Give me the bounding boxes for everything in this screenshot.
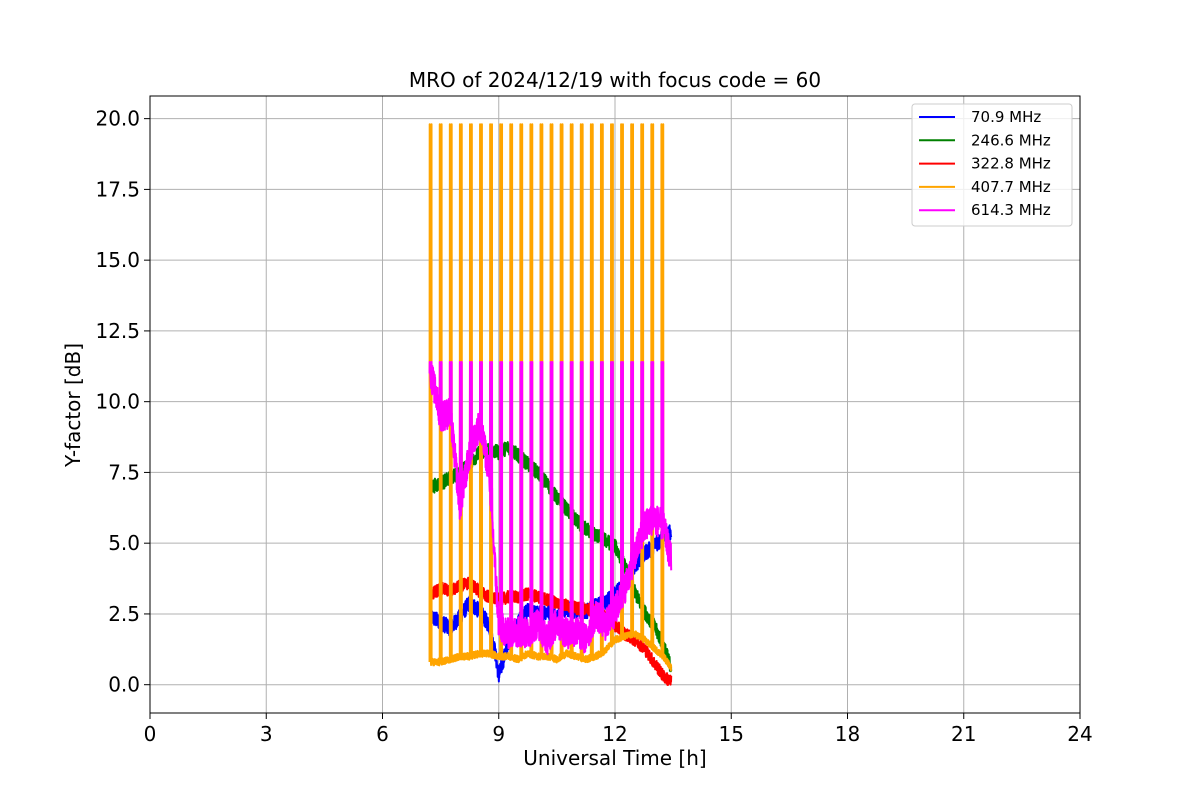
x-axis-ticks: 0 3 6 9 12 15 18 21 24 [144,713,1093,746]
x-tick-label: 3 [260,722,273,746]
x-tick-label: 21 [951,722,976,746]
series-line-3 [428,123,673,672]
legend-label: 322.8 MHz [971,155,1051,173]
legend-label: 407.7 MHz [971,178,1051,196]
y-tick-label: 20.0 [95,107,140,131]
y-tick-label: 7.5 [108,460,140,484]
x-tick-label: 15 [719,722,744,746]
x-tick-label: 9 [492,722,505,746]
y-axis-label: Y-factor [dB] [61,343,85,468]
legend-label: 614.3 MHz [971,201,1051,219]
x-tick-label: 6 [376,722,389,746]
legend: 70.9 MHz 246.6 MHz 322.8 MHz 407.7 MHz 614.3… [911,103,1073,227]
x-tick-label: 12 [602,722,627,746]
x-tick-label: 0 [144,722,157,746]
x-tick-label: 18 [835,722,860,746]
chart-title: MRO of 2024/12/19 with focus code = 60 [409,68,821,92]
y-axis-ticks: 0.0 2.5 5.0 7.5 10.0 12.5 15.0 17.5 20.0 [95,107,150,697]
y-tick-label: 5.0 [108,531,140,555]
x-tick-label: 24 [1067,722,1092,746]
y-tick-label: 12.5 [95,319,140,343]
y-tick-label: 0.0 [108,673,140,697]
legend-label: 246.6 MHz [971,131,1051,149]
y-tick-label: 15.0 [95,248,140,272]
legend-label: 70.9 MHz [971,108,1041,126]
y-tick-label: 10.0 [95,390,140,414]
y-tick-label: 17.5 [95,177,140,201]
x-axis-label: Universal Time [h] [523,746,706,770]
y-tick-label: 2.5 [108,602,140,626]
legend-box [911,103,1073,227]
series-lines [428,123,673,686]
series-line-4 [428,361,673,656]
